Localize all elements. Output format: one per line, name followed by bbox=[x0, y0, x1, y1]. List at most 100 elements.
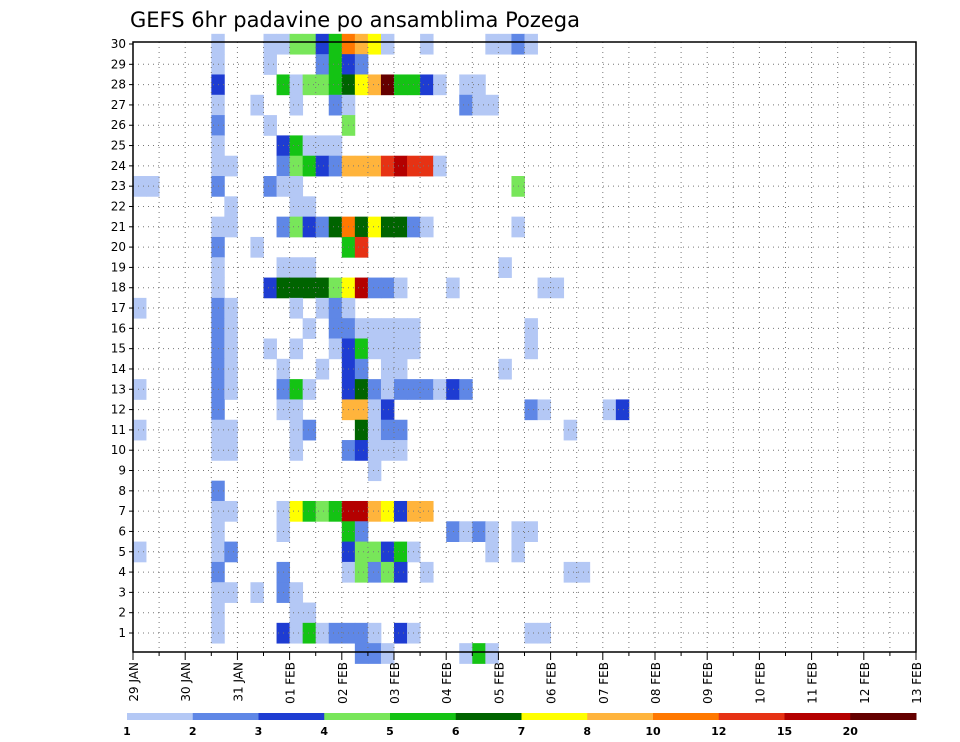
x-tick-label: 30 JAN bbox=[179, 662, 193, 702]
heatmap-cell bbox=[420, 74, 434, 96]
heatmap-cell bbox=[367, 561, 382, 583]
heatmap-cell bbox=[485, 643, 499, 664]
heatmap-cell bbox=[328, 622, 343, 644]
heatmap-cell bbox=[380, 338, 395, 360]
heatmap-cell bbox=[224, 358, 238, 380]
y-tick-label: 30 bbox=[111, 37, 126, 51]
x-tick-label: 09 FEB bbox=[701, 662, 715, 704]
heatmap-cell bbox=[289, 582, 304, 603]
legend-swatch bbox=[390, 713, 457, 720]
x-tick-label: 03 FEB bbox=[388, 662, 402, 704]
y-tick-label: 22 bbox=[111, 199, 126, 213]
heatmap-cell bbox=[289, 277, 304, 299]
heatmap-cell bbox=[394, 379, 408, 400]
x-tick-label: 31 JAN bbox=[231, 662, 245, 702]
heatmap-cell bbox=[328, 54, 343, 75]
heatmap-cell bbox=[524, 338, 538, 360]
heatmap-cell bbox=[394, 622, 408, 644]
heatmap-cell bbox=[328, 94, 343, 116]
legend-label: 2 bbox=[189, 725, 197, 738]
heatmap-cell bbox=[302, 196, 317, 218]
heatmap-cell bbox=[380, 358, 395, 380]
x-tick-label: 02 FEB bbox=[336, 662, 350, 704]
y-tick-label: 11 bbox=[111, 423, 126, 437]
heatmap-cell bbox=[485, 521, 499, 542]
chart-title: GEFS 6hr padavine po ansamblima Pozega bbox=[130, 8, 580, 32]
heatmap-cell bbox=[224, 318, 238, 339]
heatmap-cell bbox=[380, 399, 395, 421]
heatmap-cell bbox=[289, 74, 304, 96]
heatmap-cell bbox=[367, 440, 382, 461]
heatmap-cell bbox=[302, 135, 317, 157]
y-tick-label: 7 bbox=[118, 504, 126, 518]
heatmap-cell bbox=[524, 399, 538, 421]
heatmap-cell bbox=[367, 318, 382, 339]
heatmap-cell bbox=[524, 622, 538, 644]
heatmap-cell bbox=[354, 521, 369, 542]
x-tick-label: 06 FEB bbox=[545, 662, 559, 704]
legend-swatch bbox=[192, 713, 259, 720]
heatmap-cell bbox=[133, 297, 147, 319]
y-tick-label: 25 bbox=[111, 139, 126, 153]
y-tick-label: 27 bbox=[111, 98, 126, 112]
heatmap-cell bbox=[459, 74, 473, 96]
heatmap-cell bbox=[302, 419, 317, 441]
heatmap-cell bbox=[315, 54, 330, 75]
y-axis: 1234567891011121314151617181920212223242… bbox=[111, 37, 133, 640]
legend-swatch bbox=[127, 713, 194, 720]
x-tick-label: 10 FEB bbox=[753, 662, 767, 704]
heatmap-cell bbox=[380, 541, 395, 563]
heatmap-cell bbox=[380, 33, 395, 55]
heatmap-cell bbox=[315, 155, 330, 177]
heatmap-cell bbox=[380, 561, 395, 583]
heatmap-cell bbox=[420, 216, 434, 238]
heatmap-cell bbox=[380, 440, 395, 461]
heatmap-cell bbox=[380, 643, 395, 664]
y-tick-label: 2 bbox=[118, 606, 126, 620]
heatmap-cell bbox=[328, 216, 343, 238]
heatmap-cell bbox=[146, 176, 160, 197]
heatmap-cell bbox=[394, 561, 408, 583]
x-tick-label: 12 FEB bbox=[858, 662, 872, 704]
heatmap-cell bbox=[446, 277, 460, 299]
heatmap-cell bbox=[367, 622, 382, 644]
y-tick-label: 28 bbox=[111, 78, 126, 92]
heatmap-cell bbox=[394, 419, 408, 441]
heatmap-cell bbox=[354, 399, 369, 421]
heatmap-cell bbox=[302, 602, 317, 624]
heatmap-cell bbox=[263, 115, 277, 136]
heatmap-cell bbox=[354, 541, 369, 563]
heatmap-cell bbox=[328, 277, 343, 299]
heatmap-cell bbox=[341, 33, 356, 55]
heatmap-cell bbox=[250, 94, 264, 116]
y-tick-label: 18 bbox=[111, 281, 126, 295]
legend-swatch bbox=[258, 713, 325, 720]
y-tick-label: 13 bbox=[111, 382, 126, 396]
heatmap-cell bbox=[354, 236, 369, 258]
heatmap-cell bbox=[394, 358, 408, 380]
heatmap-cell bbox=[328, 318, 343, 339]
heatmap-cell bbox=[302, 33, 317, 55]
heatmap-cell bbox=[328, 297, 343, 319]
y-tick-label: 8 bbox=[118, 484, 126, 498]
heatmap-cell bbox=[459, 94, 473, 116]
heatmap-cell bbox=[367, 399, 382, 421]
heatmap-cell bbox=[367, 460, 382, 482]
legend-label: 5 bbox=[386, 725, 394, 738]
heatmap-cell bbox=[394, 216, 408, 238]
legend-label: 4 bbox=[320, 725, 328, 738]
heatmap-cell bbox=[354, 358, 369, 380]
x-tick-label: 29 JAN bbox=[127, 662, 141, 702]
heatmap-cell bbox=[289, 500, 304, 522]
heatmap-cell bbox=[289, 399, 304, 421]
x-tick-label: 01 FEB bbox=[284, 662, 298, 704]
heatmap-cell bbox=[380, 216, 395, 238]
heatmap-cell bbox=[289, 297, 304, 319]
heatmap-cell bbox=[524, 521, 538, 542]
heatmap-cell bbox=[563, 561, 578, 583]
heatmap-cell bbox=[302, 257, 317, 278]
heatmap-cell bbox=[328, 33, 343, 55]
heatmap-cell bbox=[250, 236, 264, 258]
heatmap-cell bbox=[433, 155, 447, 177]
heatmap-cell bbox=[485, 33, 499, 55]
